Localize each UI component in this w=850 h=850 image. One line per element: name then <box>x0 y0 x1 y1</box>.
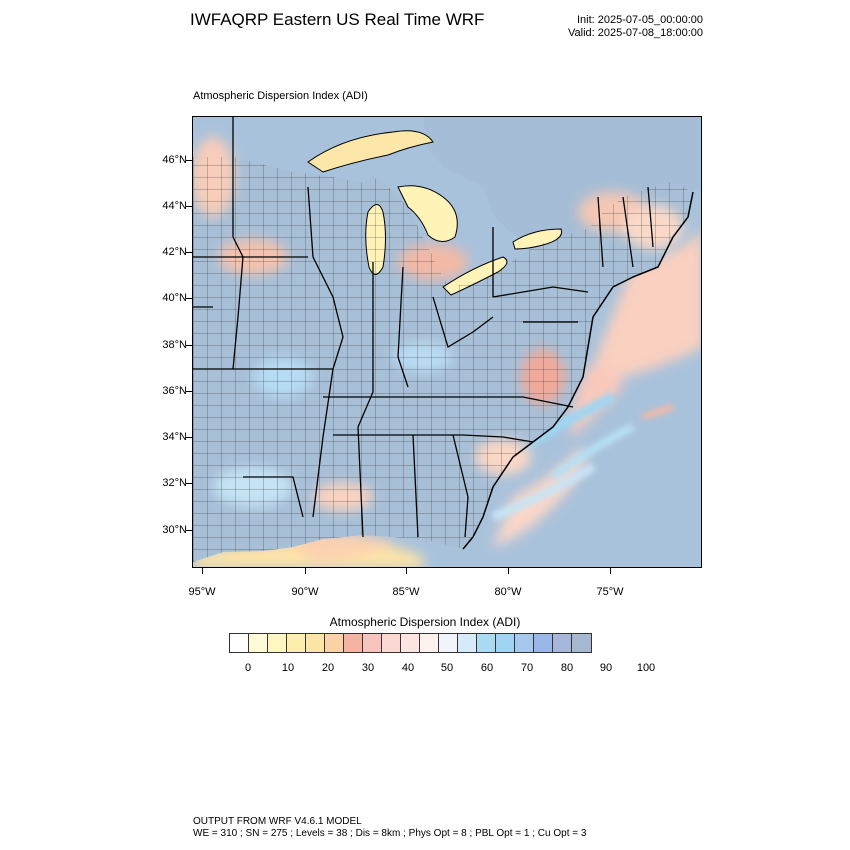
colorbar-swatch <box>344 634 363 652</box>
lon-label-75: 75°W <box>596 586 624 598</box>
colorbar-label: 60 <box>480 662 494 674</box>
lat-tick <box>186 483 192 484</box>
colorbar-label: 80 <box>560 662 574 674</box>
lat-tick <box>186 206 192 207</box>
colorbar-swatch <box>458 634 477 652</box>
colorbar-swatch <box>553 634 572 652</box>
lon-label-90: 90°W <box>291 586 319 598</box>
model-info: OUTPUT FROM WRF V4.6.1 MODEL WE = 310 ; … <box>193 816 586 840</box>
lat-label-40: 40°N <box>162 292 187 304</box>
colorbar-swatch <box>515 634 534 652</box>
colorbar-swatch <box>439 634 458 652</box>
lat-tick <box>186 437 192 438</box>
lon-tick <box>305 568 306 574</box>
lat-tick <box>186 252 192 253</box>
colorbar <box>229 633 592 653</box>
model-parameters: WE = 310 ; SN = 275 ; Levels = 38 ; Dis … <box>193 828 587 839</box>
colorbar-swatch <box>496 634 515 652</box>
lon-label-85: 85°W <box>392 586 420 598</box>
lat-tick <box>186 530 192 531</box>
lat-label-46: 46°N <box>162 154 187 166</box>
colorbar-swatch <box>401 634 420 652</box>
page-title: IWFAQRP Eastern US Real Time WRF <box>190 10 485 29</box>
colorbar-label: 20 <box>321 662 335 674</box>
colorbar-swatch <box>287 634 306 652</box>
colorbar-label: 30 <box>361 662 375 674</box>
model-version: OUTPUT FROM WRF V4.6.1 MODEL <box>193 816 362 827</box>
colorbar-swatch <box>534 634 553 652</box>
colorbar-swatch <box>306 634 325 652</box>
lat-label-38: 38°N <box>162 339 187 351</box>
colorbar-label: 40 <box>401 662 415 674</box>
map-subtitle: Atmospheric Dispersion Index (ADI) <box>193 90 368 102</box>
lat-tick <box>186 391 192 392</box>
lon-tick <box>202 568 203 574</box>
colorbar-swatch <box>268 634 287 652</box>
lon-tick <box>508 568 509 574</box>
adi-map <box>193 117 701 567</box>
colorbar-swatch <box>420 634 439 652</box>
lon-label-80: 80°W <box>494 586 522 598</box>
colorbar-swatch <box>382 634 401 652</box>
coastline <box>462 191 694 550</box>
colorbar-label: 100 <box>636 662 656 674</box>
lon-tick <box>610 568 611 574</box>
lon-label-95: 95°W <box>188 586 216 598</box>
timestamp-block: Init: 2025-07-05_00:00:00 Valid: 2025-07… <box>568 14 703 40</box>
colorbar-swatch <box>325 634 344 652</box>
lat-label-42: 42°N <box>162 246 187 258</box>
lat-label-30: 30°N <box>162 524 187 536</box>
lat-label-32: 32°N <box>162 477 187 489</box>
colorbar-label: 90 <box>599 662 613 674</box>
colorbar-label: 0 <box>244 662 252 674</box>
state-boundaries <box>193 117 654 538</box>
init-time: Init: 2025-07-05_00:00:00 <box>577 14 703 26</box>
lat-tick <box>186 298 192 299</box>
colorbar-label: 10 <box>281 662 295 674</box>
map-panel <box>192 116 702 568</box>
lat-label-34: 34°N <box>162 431 187 443</box>
colorbar-swatch <box>230 634 249 652</box>
colorbar-swatch <box>249 634 268 652</box>
lat-label-36: 36°N <box>162 385 187 397</box>
lat-tick <box>186 160 192 161</box>
colorbar-label: 70 <box>520 662 534 674</box>
lake-huron <box>397 185 458 242</box>
colorbar-label: 50 <box>440 662 454 674</box>
lon-tick <box>406 568 407 574</box>
lat-label-44: 44°N <box>162 200 187 212</box>
lat-tick <box>186 345 192 346</box>
colorbar-swatch <box>572 634 591 652</box>
colorbar-swatch <box>477 634 496 652</box>
colorbar-title: Atmospheric Dispersion Index (ADI) <box>329 615 521 629</box>
valid-time: Valid: 2025-07-08_18:00:00 <box>568 27 703 39</box>
lake-superior <box>307 130 434 173</box>
colorbar-swatch <box>363 634 382 652</box>
